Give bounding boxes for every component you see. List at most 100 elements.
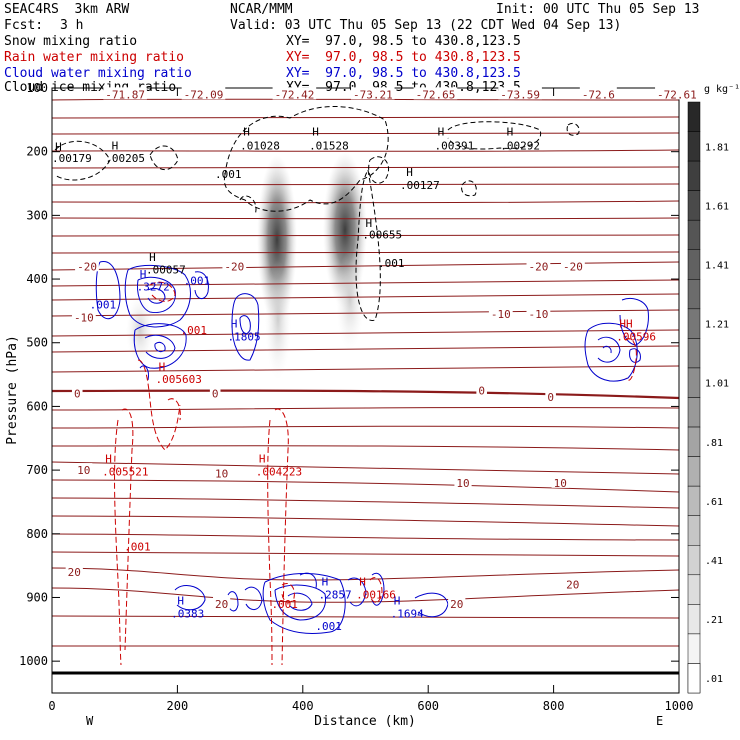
y-tick-label: 100	[26, 81, 48, 95]
colorbar-label: 1.21	[705, 320, 729, 331]
temperature-label: -20	[563, 260, 583, 273]
colorbar-swatch	[687, 397, 701, 428]
y-tick-label: 800	[26, 527, 48, 541]
temperature-label: -72.42	[275, 88, 315, 101]
maximum-label: .00127	[400, 179, 440, 192]
colorbar-label: .61	[705, 497, 723, 508]
legend-rain-xy: XY= 97.0, 98.5 to 430.8,123.5	[286, 50, 521, 65]
y-tick-label: 700	[26, 463, 48, 477]
maximum-label: .01028	[240, 139, 280, 152]
y-tick-label: 400	[26, 272, 48, 286]
colorbar-swatch	[687, 101, 701, 132]
maximum-label: H	[140, 268, 147, 281]
maximum-label: .001	[271, 598, 298, 611]
colorbar-label: .81	[705, 438, 723, 449]
temperature-label-bg	[454, 475, 472, 488]
legend-snow-name: Snow mixing ratio	[4, 34, 138, 49]
maximum-label: .004223	[256, 465, 302, 478]
maximum-label: .001	[315, 620, 342, 633]
model-title: SEAC4RS 3km ARW	[4, 2, 130, 17]
temperature-label: -20	[529, 260, 549, 273]
maximum-label: .00057	[146, 264, 186, 277]
temperature-label: -73.59	[500, 88, 540, 101]
temperature-label: 20	[215, 598, 228, 611]
colorbar-swatch	[687, 308, 701, 339]
x-tick-label: 200	[167, 699, 189, 713]
maximum-label: H	[112, 139, 119, 152]
legend-cloudwater-xy: XY= 97.0, 98.5 to 430.8,123.5	[286, 66, 521, 81]
maximum-label: H	[105, 453, 112, 466]
snow-core-left-tail	[265, 260, 291, 380]
x-tick-label: 800	[543, 699, 565, 713]
temperature-label: 0	[212, 388, 219, 401]
temperature-label-bg	[350, 87, 395, 100]
maximum-label: .3272	[137, 281, 170, 294]
maximum-label: .001	[181, 324, 208, 337]
maximum-label: H	[177, 595, 184, 608]
maximum-label: H	[149, 251, 156, 264]
temperature-label: 10	[554, 477, 567, 490]
maximum-label: H	[231, 318, 238, 331]
maximum-label: .1805	[228, 330, 261, 343]
maximum-label: H	[438, 125, 445, 138]
maximum-label: .005521	[102, 465, 148, 478]
maximum-label: .00596	[616, 330, 656, 343]
temperature-labels: -71.87 -72.09 -72.42 -73.21 -72.65 -73.59 -72.…	[65, 87, 699, 611]
temperature-label: -20	[77, 260, 97, 273]
east-label: E	[656, 714, 663, 728]
colorbar-label: 1.61	[705, 201, 729, 212]
maximum-label: .001	[378, 257, 405, 270]
temperature-label-bg	[526, 259, 551, 272]
temperature-label: 20	[450, 598, 463, 611]
colorbar-swatch	[687, 249, 701, 280]
maximum-label: H	[322, 576, 329, 589]
maximum-label: .001	[124, 541, 151, 554]
y-tick-label: 600	[26, 399, 48, 413]
maximum-label: .001	[184, 274, 211, 287]
valid-time: Valid: 03 UTC Thu 05 Sep 13 (22 CDT Wed …	[230, 18, 622, 33]
init-time: Init: 00 UTC Thu 05 Sep 13	[496, 2, 700, 17]
colorbar-swatch	[687, 160, 701, 191]
colorbar-swatch	[687, 574, 701, 605]
temperature-label-bg	[551, 475, 569, 488]
colorbar-swatch	[687, 456, 701, 487]
maximum-label: .00205	[105, 152, 145, 165]
temperature-label-bg	[545, 389, 556, 402]
y-tick-label: 500	[26, 336, 48, 350]
colorbar: 1.81 1.61 1.41 1.21 1.01 .81 .61 .41 .21 .01	[687, 101, 729, 694]
temperature-label-bg	[213, 466, 231, 479]
x-axis-label: Distance (km)	[314, 714, 416, 729]
maximum-label: .001	[90, 299, 117, 312]
temperature-label: -72.61	[657, 88, 697, 101]
forecast-label: Fcst:	[4, 18, 44, 33]
colorbar-swatch	[687, 338, 701, 369]
temperature-label-bg	[103, 87, 147, 100]
temperature-label-bg	[272, 87, 317, 100]
temperature-label-bg	[526, 307, 551, 320]
snow-light-west	[126, 295, 154, 365]
maximum-label: .0383	[171, 607, 204, 620]
temperature-label: -10	[529, 308, 549, 321]
rain-water-contours	[114, 281, 637, 666]
west-label: W	[86, 714, 94, 728]
colorbar-swatch	[687, 426, 701, 457]
maximum-label: H	[55, 141, 62, 154]
temperature-label-bg	[579, 87, 617, 100]
temperature-label: 0	[74, 388, 81, 401]
x-tick-label: 1000	[665, 699, 694, 713]
temperature-label: -10	[74, 311, 94, 324]
temperature-label: 20	[566, 579, 579, 592]
maximum-label: H	[159, 360, 166, 373]
y-tick-label: 300	[26, 208, 48, 222]
maximum-label: H	[406, 166, 413, 179]
colorbar-swatch	[687, 633, 701, 664]
legend-snow-xy: XY= 97.0, 98.5 to 430.8,123.5	[286, 34, 521, 49]
maximum-label: H	[259, 453, 266, 466]
colorbar-swatch	[687, 515, 701, 546]
maximum-label: H	[243, 125, 250, 138]
colorbar-label: .01	[705, 674, 723, 685]
maximum-label: .00166	[356, 588, 396, 601]
temperature-label: 10	[215, 467, 228, 480]
